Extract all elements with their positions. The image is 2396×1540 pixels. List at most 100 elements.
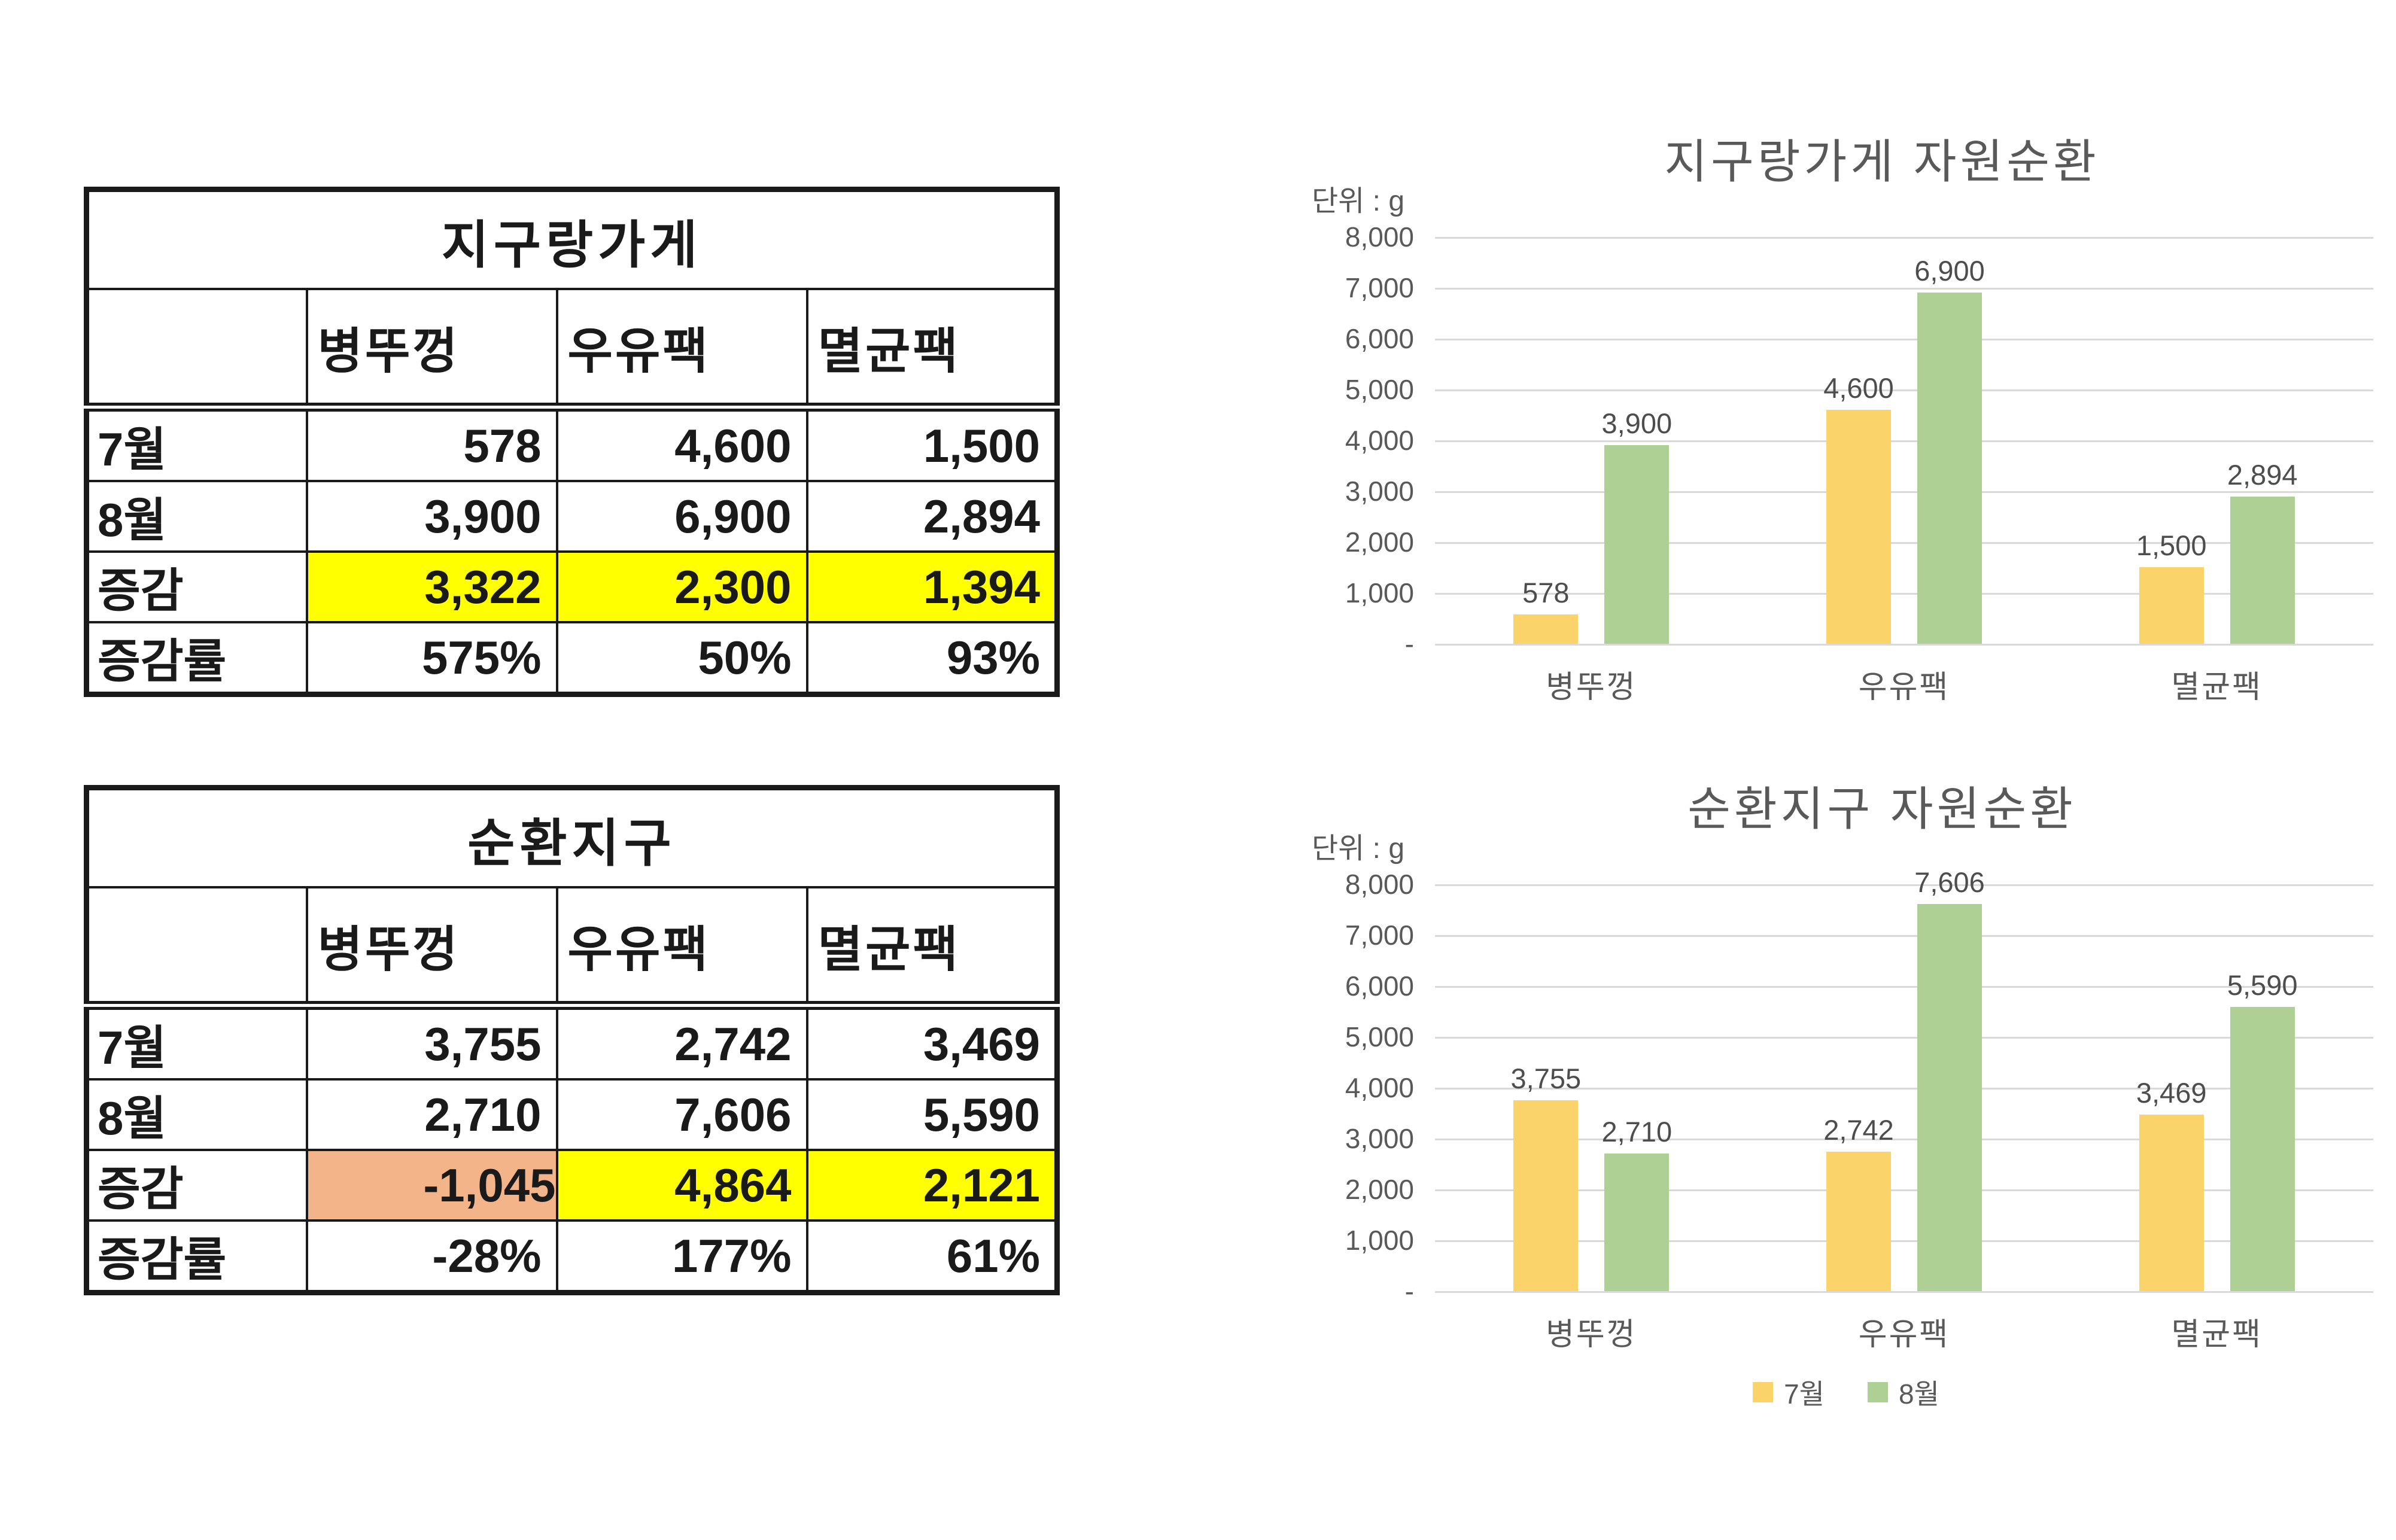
table-cell: 2,710 bbox=[305, 1078, 558, 1151]
gridline bbox=[1435, 440, 2373, 442]
chart-jigurang: 지구랑가게 자원순환 단위 : g 8,000 7,000 6,000 5,000 4,… bbox=[1299, 120, 2394, 760]
y-tick-label: 3,000 bbox=[1345, 1123, 1414, 1154]
chart-sunhwan: 순환지구 자원순환 단위 : g 8,000 7,000 6,000 5,000 4,0… bbox=[1299, 767, 2394, 1473]
legend-label: 7월 bbox=[1784, 1378, 1825, 1410]
legend: 7월 8월 bbox=[1299, 1372, 2394, 1412]
table-section-jigurang: 지구랑가게 병뚜껑 우유팩 멸균팩 7월 578 4,600 1,500 8월 3,900 6,90… bbox=[84, 187, 1060, 697]
gridline bbox=[1435, 884, 2373, 886]
table-row: 7월 3,755 2,742 3,469 bbox=[85, 1004, 1059, 1081]
table-cell: 2,121 bbox=[805, 1149, 1059, 1222]
bar-value-label: 578 bbox=[1522, 577, 1570, 608]
gridline bbox=[1435, 389, 2373, 391]
row-label-cell: 7월 bbox=[85, 1004, 308, 1081]
bar-value-label: 6,900 bbox=[1914, 255, 1985, 287]
bar-value-label: 3,900 bbox=[1601, 407, 1673, 439]
table-row: 7월 578 4,600 1,500 bbox=[85, 406, 1059, 482]
table-cell: 7,606 bbox=[555, 1078, 808, 1151]
bar-s0-c0: 3,755 bbox=[1511, 1063, 1581, 1291]
y-tick-label: 2,000 bbox=[1345, 1174, 1414, 1205]
legend-item: 8월 bbox=[1868, 1372, 1939, 1412]
bar-value-label: 2,742 bbox=[1823, 1114, 1894, 1146]
category-label: 병뚜껑 bbox=[1546, 1317, 1637, 1352]
table-cell: 93% bbox=[805, 621, 1059, 696]
bar-value-label: 3,469 bbox=[2136, 1077, 2207, 1109]
bar-group: 3,469 5,590 bbox=[2060, 884, 2373, 1291]
gridline bbox=[1435, 986, 2373, 988]
table-section-sunhwan: 순환지구 병뚜껑 우유팩 멸균팩 7월 3,755 2,742 3,469 8월 2,710 7,6… bbox=[84, 785, 1060, 1295]
bar-group: 2,742 7,606 bbox=[1748, 866, 2061, 1291]
row-label-cell: 8월 bbox=[85, 1078, 308, 1151]
column-header-row: 병뚜껑 우유팩 멸균팩 bbox=[85, 288, 1059, 412]
table-cell: 3,900 bbox=[305, 480, 558, 553]
bar-s1-c0: 2,710 bbox=[1602, 1116, 1672, 1291]
chart-title: 순환지구 자원순환 bbox=[1687, 783, 2076, 835]
category-axis: 병뚜껑 우유팩 멸균팩 bbox=[1435, 1309, 2373, 1354]
unit-label: 단위 : g bbox=[1312, 833, 1405, 865]
y-tick-label: 1,000 bbox=[1345, 577, 1414, 608]
row-label-cell: 7월 bbox=[85, 406, 308, 482]
plot-area: 8,000 7,000 6,000 5,000 4,000 3,000 2,000 1,000… bbox=[1345, 866, 2373, 1307]
bar-s1-c2: 2,894 bbox=[2227, 459, 2297, 644]
bar-group: 578 3,900 bbox=[1435, 237, 1748, 644]
table-cell: 575% bbox=[305, 621, 558, 696]
y-tick-label: 3,000 bbox=[1345, 476, 1414, 507]
category-label: 멸균팩 bbox=[2171, 670, 2263, 705]
unit-label: 단위 : g bbox=[1312, 185, 1405, 217]
y-tick-label: 6,000 bbox=[1345, 323, 1414, 354]
gridline bbox=[1435, 491, 2373, 493]
table-cell: 2,894 bbox=[805, 480, 1059, 553]
bar-s1-c1: 6,900 bbox=[1914, 255, 1985, 644]
gridline bbox=[1435, 1240, 2373, 1242]
data-table: 지구랑가게 병뚜껑 우유팩 멸균팩 7월 578 4,600 1,500 8월 3,900 6,90… bbox=[84, 187, 1060, 697]
gridline bbox=[1435, 1088, 2373, 1089]
table-cell: -1,045 bbox=[305, 1149, 558, 1222]
bar-group: 1,500 2,894 bbox=[2060, 237, 2373, 644]
gridline bbox=[1435, 288, 2373, 290]
row-label-cell: 증감 bbox=[85, 550, 308, 623]
table-cell: -28% bbox=[305, 1219, 558, 1294]
table-row: 증감률 -28% 177% 61% bbox=[85, 1219, 1059, 1294]
table-cell: 3,469 bbox=[805, 1004, 1059, 1081]
table-cell: 1,500 bbox=[805, 406, 1059, 482]
column-header-cell: 병뚜껑 bbox=[305, 886, 558, 1010]
table-cell: 6,900 bbox=[555, 480, 808, 553]
bar-s0-c1: 4,600 bbox=[1823, 372, 1894, 644]
bar-s1-c1: 7,606 bbox=[1914, 866, 1985, 1291]
legend-item: 7월 bbox=[1753, 1372, 1825, 1412]
column-header-cell: 멸균팩 bbox=[805, 288, 1059, 412]
table-cell: 2,300 bbox=[555, 550, 808, 623]
row-label-cell: 증감 bbox=[85, 1149, 308, 1222]
gridline bbox=[1435, 1291, 2373, 1293]
table-cell: 578 bbox=[305, 406, 558, 482]
table-row: 증감 3,322 2,300 1,394 bbox=[85, 550, 1059, 623]
table-cell: 61% bbox=[805, 1219, 1059, 1294]
table-row: 8월 3,900 6,900 2,894 bbox=[85, 480, 1059, 553]
y-tick-label: 7,000 bbox=[1345, 272, 1414, 303]
gridline bbox=[1435, 1189, 2373, 1191]
table-cell: 177% bbox=[555, 1219, 808, 1294]
plot-area: 8,000 7,000 6,000 5,000 4,000 3,000 2,000 1,000… bbox=[1345, 221, 2373, 659]
gridline bbox=[1435, 1037, 2373, 1039]
column-header-cell bbox=[85, 288, 308, 412]
column-header-cell: 병뚜껑 bbox=[305, 288, 558, 412]
bar-value-label: 5,590 bbox=[2227, 969, 2298, 1001]
bar-s0-c0: 578 bbox=[1513, 577, 1579, 644]
table-cell: 5,590 bbox=[805, 1078, 1059, 1151]
category-axis: 병뚜껑 우유팩 멸균팩 bbox=[1435, 662, 2373, 707]
column-header-cell bbox=[85, 886, 308, 1010]
legend-swatch bbox=[1753, 1382, 1774, 1402]
y-tick-label: 2,000 bbox=[1345, 526, 1414, 558]
bar-groups: 578 3,900 4,600 6,900 1,500 2,894 bbox=[1435, 237, 2373, 644]
table-cell: 3,755 bbox=[305, 1004, 558, 1081]
y-tick-label: 4,000 bbox=[1345, 425, 1414, 456]
category-label: 우유팩 bbox=[1858, 670, 1950, 705]
bar-s0-c1: 2,742 bbox=[1823, 1114, 1894, 1291]
table-title-row: 순환지구 bbox=[85, 786, 1059, 888]
table-row: 증감 -1,045 4,864 2,121 bbox=[85, 1149, 1059, 1222]
column-header-cell: 우유팩 bbox=[555, 886, 808, 1010]
bar-value-label: 4,600 bbox=[1823, 372, 1894, 404]
legend-label: 8월 bbox=[1899, 1378, 1939, 1410]
column-header-cell: 멸균팩 bbox=[805, 886, 1059, 1010]
chart-title: 지구랑가게 자원순환 bbox=[1664, 135, 2100, 188]
y-tick-label: 1,000 bbox=[1345, 1225, 1414, 1256]
